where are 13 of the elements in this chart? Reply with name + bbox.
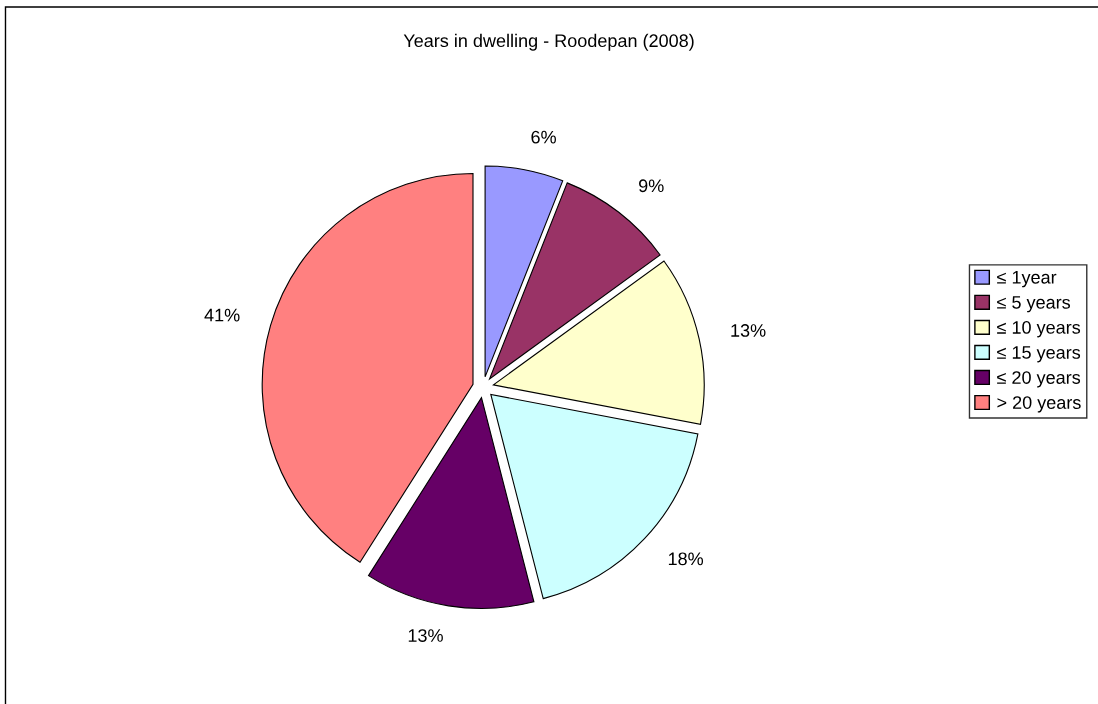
legend-label: ≤ 10 years	[997, 321, 1081, 338]
legend-label: ≤ 20 years	[997, 371, 1081, 388]
data-label: 9%	[639, 179, 664, 193]
legend-label: ≤ 5 years	[997, 296, 1071, 313]
data-label: 41%	[204, 308, 240, 322]
data-label: 13%	[408, 629, 443, 642]
data-label: 18%	[668, 552, 704, 566]
legend-label: > 20 years	[997, 396, 1081, 413]
legend-label: ≤ 1year	[997, 271, 1057, 288]
chart-title: Years in dwelling - Roodepan (2008)	[403, 33, 694, 51]
legend-label: ≤ 15 years	[997, 346, 1081, 363]
data-label: 13%	[731, 324, 766, 337]
data-label: 6%	[531, 130, 556, 144]
